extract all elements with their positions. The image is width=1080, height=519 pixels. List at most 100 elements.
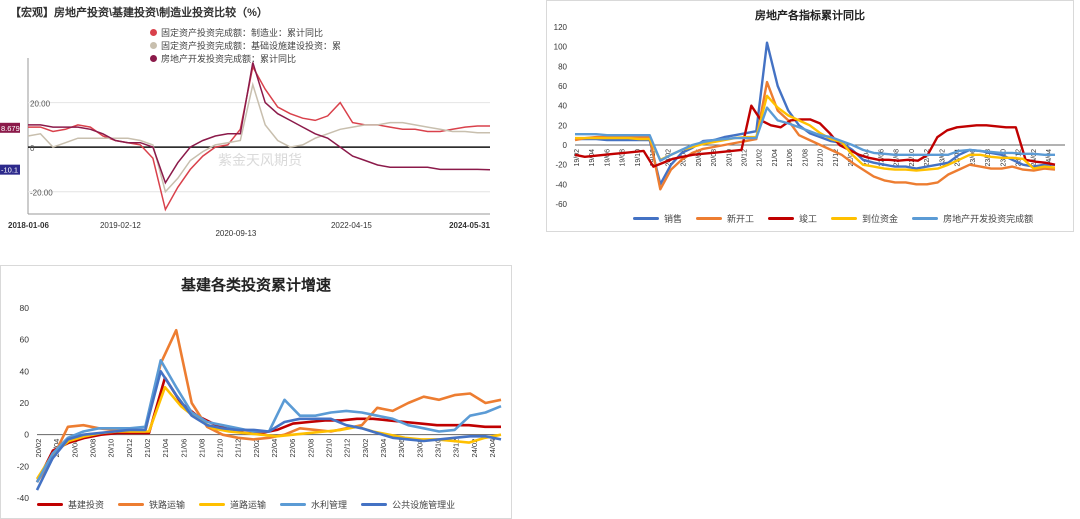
legend-item: 竣工 [768,212,817,225]
legend-swatch [199,503,226,506]
legend-label: 房地产开发投资完成额 [943,214,1034,224]
legend-item: 新开工 [696,212,754,225]
legend-label: 新开工 [727,214,755,224]
legend-item: 道路运输 [199,498,266,511]
legend-label: 铁路运输 [149,500,186,510]
x-tick-label: 23/06 [970,149,977,167]
legend-label: 道路运输 [230,500,267,510]
x-tick-label: 21/12 [833,149,840,167]
x-tick-label: 20/12 [125,439,134,458]
x-tick-label: 22/08 [306,439,315,458]
x-tick-label: 23/02 [939,149,946,167]
x-tick-label: 23/10 [434,439,443,458]
x-tick-label: 24/02 [470,439,479,458]
x-tick-label: 21/04 [161,439,170,458]
series-line [575,106,1055,162]
y-tick-label: 20 [558,121,567,130]
x-tick-label: 22/02 [252,439,261,458]
y-tick-label: 40 [558,102,567,111]
y-tick-label: 40 [20,366,30,376]
legend-swatch [150,42,157,49]
chart-legend: 固定资产投资完成额：制造业：累计同比 固定资产投资完成额：基础设施建设投资：累房地… [150,26,510,65]
legend-swatch [280,503,307,506]
x-tick-label: 22/06 [288,439,297,458]
chart-title: 基建各类投资累计增速 [180,277,331,294]
x-tick-label: 20/06 [70,439,79,458]
x-tick-label: 23/08 [415,439,424,458]
y-tick-label: -40 [555,180,567,189]
x-tick-label: 23/02 [361,439,370,458]
watermark: 紫金天风期货 [218,152,302,168]
legend-item: 铁路运输 [118,498,185,511]
legend-swatch [768,217,795,220]
x-tick-label: 23/08 [985,149,992,167]
value-tag-label: 8.679 [1,124,20,133]
x-tick-label: 21/02 [143,439,152,458]
x-tick-label: 20/08 [88,439,97,458]
x-tick-label: 20/08 [711,149,718,167]
chart-legend: 销售 新开工 竣工 到位资金 房地产开发投资完成额 [633,212,1073,225]
series-line [35,359,502,483]
legend-item: 公共设施管理业 [361,498,455,511]
x-tick-label: 23/06 [397,439,406,458]
line-chart-svg: 20.00 0 -20.00 2018-01-06 2019-02-12 2020-09-… [0,58,491,238]
legend-swatch [150,55,157,62]
x-tick-label: 22/10 [325,439,334,458]
y-tick-label: -20 [555,161,567,170]
x-tick-label: 24/04 [488,439,497,458]
line-chart-svg: 120 100 80 60 40 20 0 -20 -40 -60 19/02 19/04 19/06 1… [554,23,1065,209]
legend-swatch [831,217,858,220]
y-tick-label: 60 [20,335,30,345]
series-line [574,104,1056,168]
legend-label: 公共设施管理业 [392,500,456,510]
y-tick-label: 0 [563,141,568,150]
x-tick-label: 19/10 [635,149,642,167]
x-tick-label: 2020-09-13 [215,229,256,238]
x-tick-label: 21/08 [197,439,206,458]
x-tick-label: 24/02 [1031,149,1038,167]
y-tick-label: -40 [17,493,30,503]
x-tick-label: 2019-02-12 [100,221,141,230]
legend-swatch [633,217,659,220]
x-tick-label: 22/02 [848,149,855,167]
series-line [575,41,1055,186]
legend-swatch [118,503,145,506]
legend-item: 房地产开发投资完成额 [912,212,1033,225]
legend-item: 水利管理 [280,498,347,511]
y-tick-label: 0 [24,430,29,440]
legend-item: 固定资产投资完成额：制造业：累计同比 [150,26,323,39]
legend-label: 基建投资 [68,500,105,510]
legend-label: 竣工 [799,214,818,224]
x-tick-label: 20/02 [34,439,43,458]
x-tick-label: 21/10 [818,149,825,167]
x-tick-label: 21/02 [757,149,764,167]
x-tick-label: 23/12 [452,439,461,458]
chart-panel-infrastructure: 基建各类投资累计增速 80 60 40 20 0 -20 -40 20/02 20/04 20/0… [0,265,512,519]
legend-item: 固定资产投资完成额：基础设施建设投资：累 [150,39,341,52]
legend-label: 房地产开发投资完成额：累计同比 [161,54,297,64]
y-tick-label: -60 [555,200,567,209]
x-tick-label: 2022-04-15 [331,221,372,230]
series-line [28,62,491,185]
x-tick-label: 22/12 [924,149,931,167]
x-tick-label: 23/04 [955,149,962,167]
value-tag [0,122,20,133]
chart-title: 【宏观】房地产投资\基建投资\制造业投资比较（%） [10,7,268,19]
y-tick-label: 20.00 [30,100,51,109]
series-line [27,81,490,194]
legend-item: 基建投资 [37,498,104,511]
x-tick-label: 20/06 [696,149,703,167]
x-tick-label: 22/06 [879,149,886,167]
x-tick-label: 19/04 [589,149,596,167]
y-tick-label: -20.00 [30,189,53,198]
y-tick-label: 80 [20,303,30,313]
x-tick-label: 21/12 [234,439,243,458]
x-tick-label: 22/10 [909,149,916,167]
x-tick-label: 21/08 [802,149,809,167]
y-tick-label: 0 [30,144,35,153]
x-tick-label: 24/04 [1046,149,1053,167]
legend-label: 固定资产投资完成额：制造业：累计同比 [161,28,324,38]
x-tick-label: 22/08 [894,149,901,167]
series-line [35,370,502,491]
y-tick-label: 60 [558,82,567,91]
